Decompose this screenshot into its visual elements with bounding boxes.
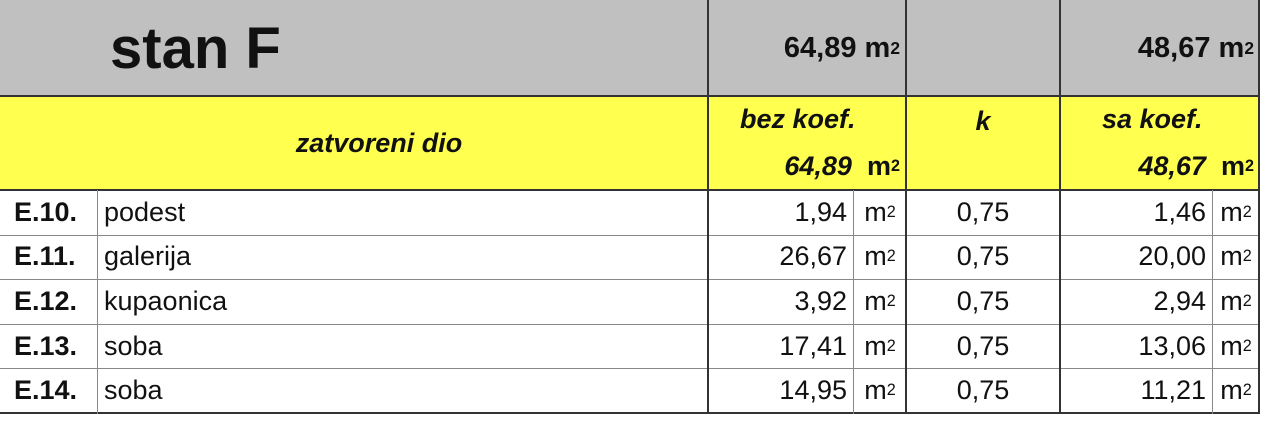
bez-koef-total-value: 64,89 <box>784 151 852 181</box>
bez-koef-label: bez koef. <box>740 104 856 134</box>
room-area: 14,95 <box>779 375 847 406</box>
apartment-title: stan F <box>0 0 708 96</box>
room-code: E.13. <box>14 330 78 361</box>
unit-sup: 2 <box>1244 157 1254 175</box>
sa-koef-total-value: 48,67 <box>1138 151 1206 181</box>
room-area-with-coefficient: 13,06 <box>1138 330 1206 361</box>
unit: m <box>1220 151 1245 181</box>
room-coefficient: 0,75 <box>956 375 1010 406</box>
room-code: E.10. <box>14 196 78 227</box>
room-coefficient: 0,75 <box>956 285 1010 316</box>
section-label: zatvoreni dio <box>0 96 708 190</box>
room-coefficient: 0,75 <box>956 196 1010 227</box>
sa-koef-label: sa koef. <box>1102 104 1203 134</box>
total-sa-koef-value: 48,67 <box>1137 31 1211 64</box>
room-code: E.12. <box>14 285 78 316</box>
room-area-with-coefficient: 11,21 <box>1140 375 1206 406</box>
room-name: galerija <box>104 241 192 272</box>
room-name: podest <box>104 196 186 227</box>
unit: m <box>866 151 891 181</box>
room-coefficient: 0,75 <box>956 241 1010 272</box>
room-name: soba <box>104 375 163 406</box>
room-coefficient: 0,75 <box>956 330 1010 361</box>
unit: m <box>864 31 891 64</box>
room-name: kupaonica <box>104 285 228 316</box>
room-area-with-coefficient: 2,94 <box>1153 285 1206 316</box>
unit: m <box>1218 31 1245 64</box>
room-area: 17,41 <box>779 330 847 361</box>
room-area: 26,67 <box>779 241 847 272</box>
unit-sup: 2 <box>890 157 900 175</box>
room-name: soba <box>104 330 163 361</box>
k-header: k <box>906 96 1060 190</box>
unit-sup: 2 <box>1244 37 1254 58</box>
room-code: E.11. <box>14 241 76 272</box>
total-k-empty <box>906 0 1060 96</box>
room-area: 3,92 <box>794 285 847 316</box>
room-area-with-coefficient: 1,46 <box>1153 196 1206 227</box>
unit-sup: 2 <box>890 37 900 58</box>
room-area: 1,94 <box>794 196 847 227</box>
room-area-with-coefficient: 20,00 <box>1138 241 1206 272</box>
total-bez-koef-value: 64,89 <box>783 31 857 64</box>
room-code: E.14. <box>14 375 78 406</box>
